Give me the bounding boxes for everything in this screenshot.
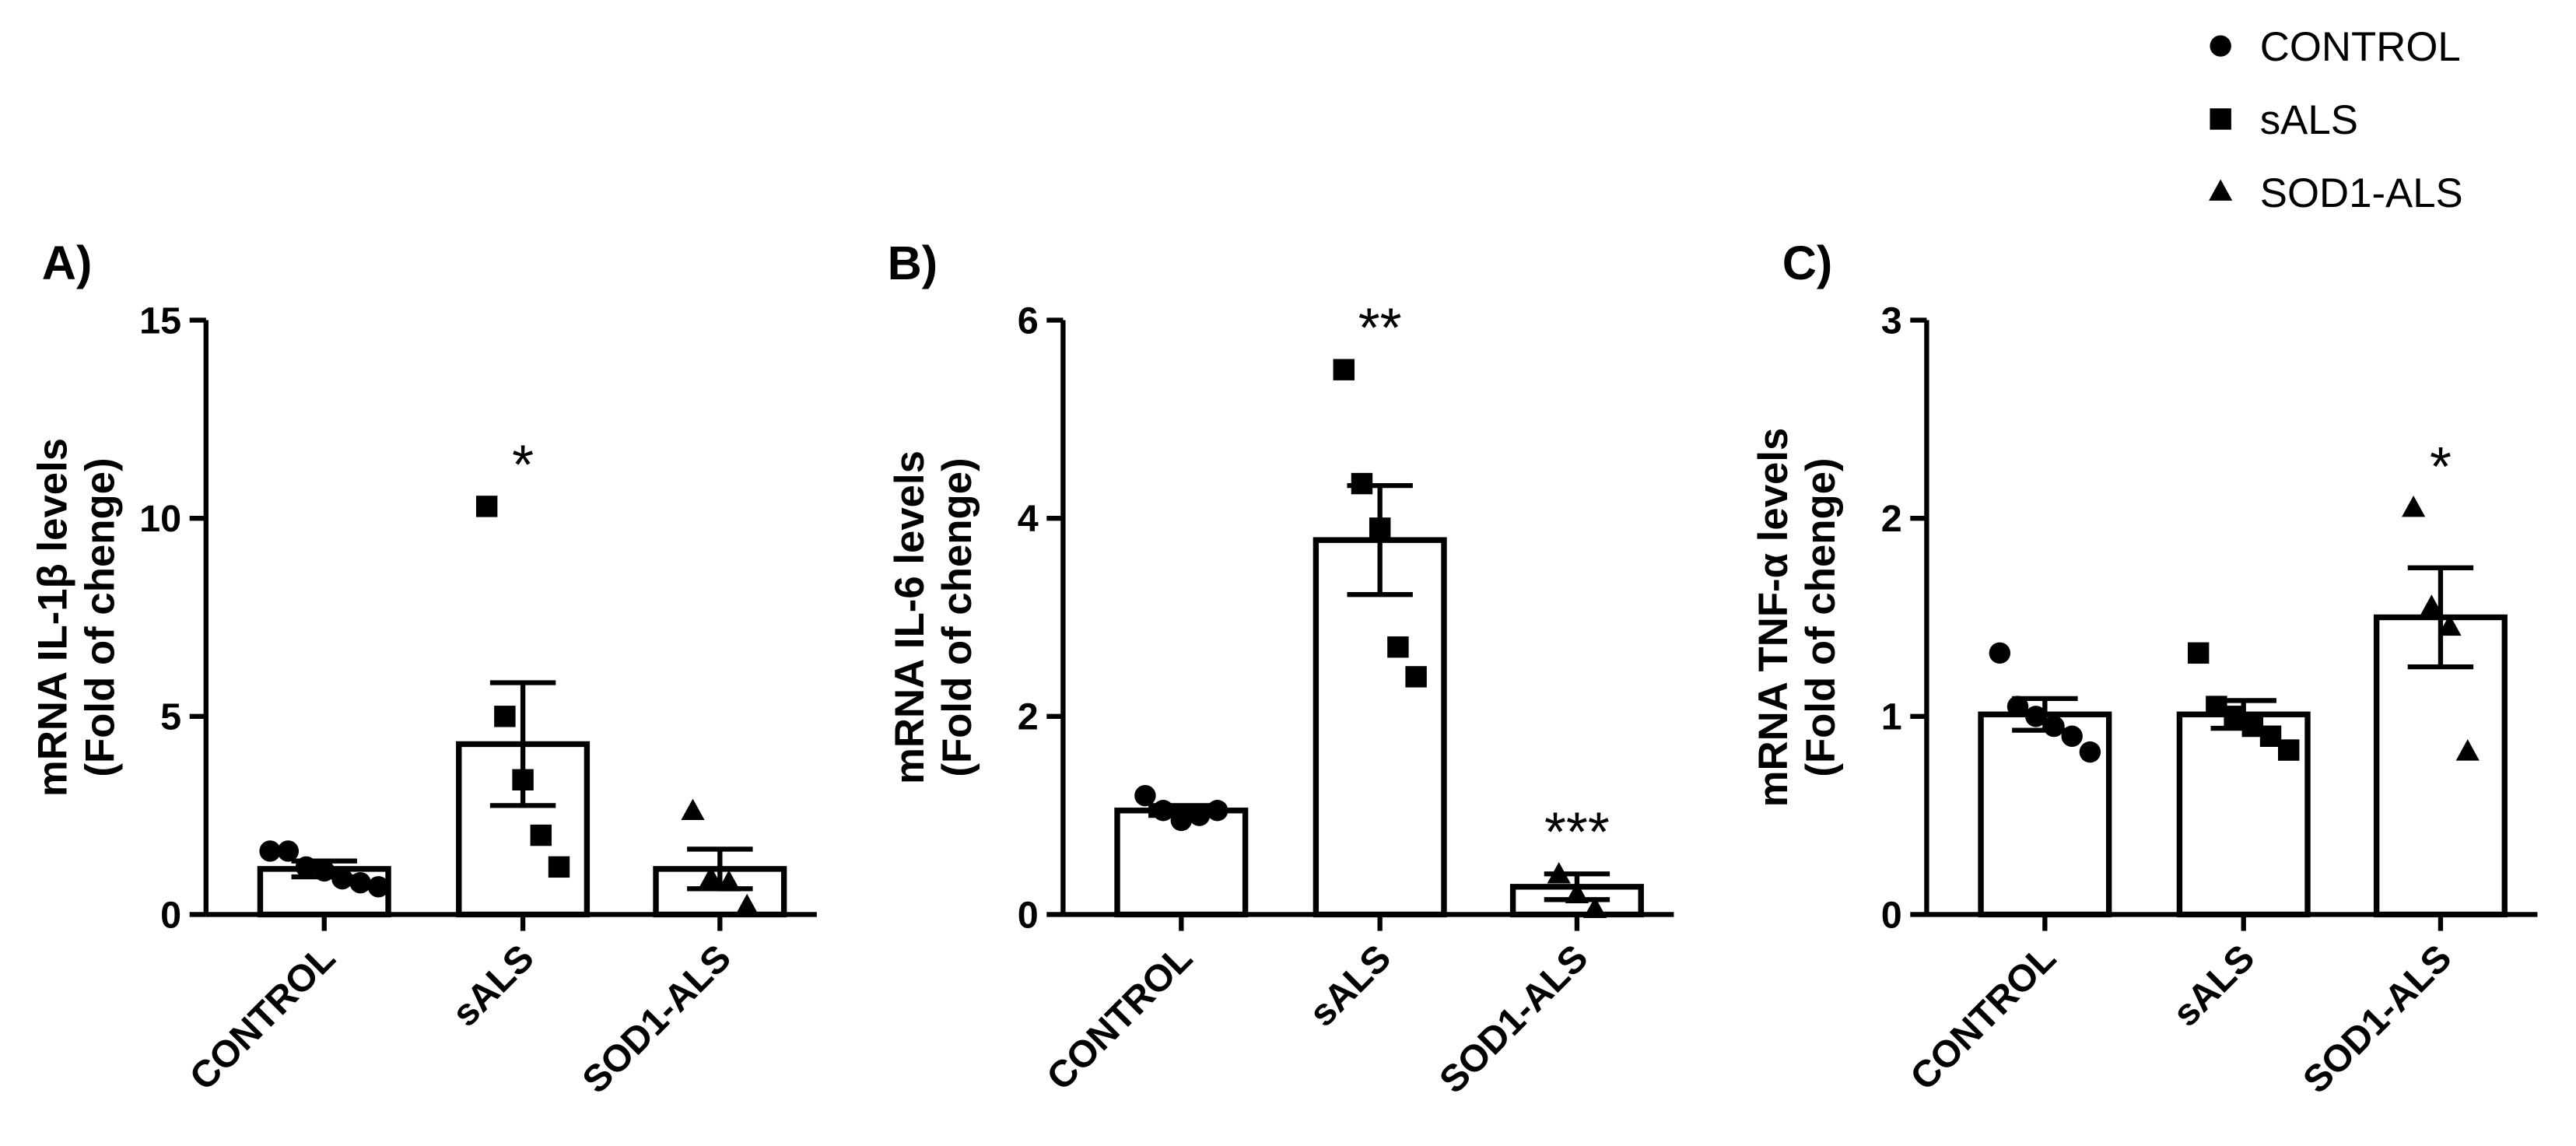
panel-label: B) [888, 237, 938, 289]
point [1405, 666, 1427, 688]
y-tick-label: 2 [1018, 696, 1039, 738]
point [2278, 739, 2300, 761]
point [2224, 706, 2245, 727]
y-tick-label: 5 [160, 696, 181, 738]
significance-label: *** [1544, 801, 1610, 864]
point [277, 840, 300, 862]
point [699, 866, 723, 888]
x-tick-label: SOD1-ALS [574, 937, 739, 1102]
point [349, 871, 371, 894]
point [475, 496, 498, 517]
significance-label: * [512, 433, 534, 496]
y-axis-label: mRNA TNF-α levels [1751, 428, 1796, 808]
point [367, 876, 390, 898]
point [2455, 739, 2480, 761]
point [1387, 636, 1409, 658]
y-tick-label: 10 [139, 498, 181, 540]
y-tick-label: 15 [139, 300, 181, 342]
y-tick-label: 2 [1881, 498, 1902, 540]
y-tick-label: 1 [1881, 696, 1902, 738]
significance-label: ** [1358, 297, 1402, 359]
bar [456, 741, 591, 918]
point [2259, 725, 2282, 747]
point [512, 769, 534, 791]
point [1207, 800, 1228, 822]
y-axis-label: mRNA IL-6 levels [887, 450, 933, 784]
point [1188, 804, 1211, 826]
y-axis-label: (Fold of chenge) [1798, 457, 1844, 776]
point [2206, 696, 2227, 717]
point [1989, 642, 2011, 664]
point [2438, 614, 2462, 636]
point [2079, 741, 2101, 763]
point [1565, 881, 1589, 903]
y-tick-label: 0 [1881, 894, 1902, 936]
y-axis-label: (Fold of chenge) [934, 457, 980, 776]
legend-label: CONTROL [2260, 24, 2461, 70]
point [259, 840, 281, 862]
x-tick-label: CONTROL [1039, 937, 1200, 1099]
y-axis-label: mRNA IL-1β levels [30, 438, 75, 797]
point [717, 870, 741, 892]
y-tick-label: 4 [1018, 498, 1039, 540]
y-tick-label: 0 [1018, 894, 1039, 936]
point [2025, 706, 2047, 727]
y-tick-label: 0 [160, 894, 181, 936]
point [1134, 784, 1156, 807]
point [2241, 715, 2264, 738]
point [2061, 725, 2083, 747]
point [314, 860, 335, 882]
legend-label: sALS [2260, 97, 2358, 143]
y-tick-label: 3 [1881, 300, 1902, 342]
legend-marker [2210, 108, 2231, 130]
x-tick-label: SOD1-ALS [1432, 937, 1596, 1102]
point [1333, 359, 1355, 380]
x-tick-label: sALS [444, 937, 542, 1035]
point [295, 856, 317, 878]
panel-label: C) [1782, 237, 1833, 289]
legend-label: SOD1-ALS [2260, 170, 2463, 216]
point [681, 798, 705, 821]
point [2006, 696, 2029, 717]
point [2187, 642, 2210, 664]
point [494, 706, 516, 727]
x-tick-label: SOD1-ALS [2295, 937, 2460, 1102]
y-axis-label: (Fold of chenge) [78, 457, 124, 776]
point [548, 856, 570, 878]
point [2402, 495, 2426, 517]
point [1170, 809, 1193, 832]
point [735, 893, 759, 916]
point [530, 824, 552, 846]
panel-label: A) [42, 237, 93, 289]
x-tick-label: CONTROL [182, 937, 344, 1099]
x-tick-label: sALS [2164, 937, 2262, 1035]
point [1583, 896, 1607, 919]
point [1369, 517, 1391, 539]
point [1547, 862, 1571, 884]
point [1152, 800, 1174, 822]
y-tick-label: 6 [1018, 300, 1039, 342]
x-tick-label: sALS [1301, 937, 1399, 1035]
point [1351, 472, 1373, 495]
legend-marker [2209, 179, 2233, 201]
point [331, 867, 353, 890]
bar [1313, 537, 1447, 918]
point [2043, 715, 2065, 738]
legend-marker [2210, 35, 2231, 57]
point [2420, 594, 2444, 616]
error-bar [2407, 565, 2474, 670]
significance-label: * [2430, 436, 2452, 498]
x-tick-label: CONTROL [1902, 937, 2064, 1099]
